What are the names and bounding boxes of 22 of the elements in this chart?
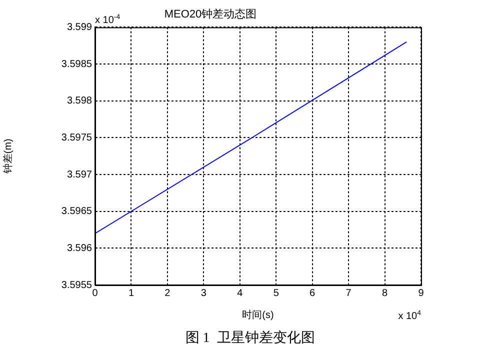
x-tick-label: 5 [273, 288, 280, 299]
caption: 图 1 卫星钟差变化图 [185, 330, 315, 346]
x-tick-label: 7 [346, 288, 352, 299]
y-axis-title: 钟差(m) [2, 138, 14, 175]
y-tick-label: 3.597 [66, 169, 92, 180]
y-tick-label: 3.599 [66, 22, 92, 33]
y-tick-label: 3.5955 [61, 280, 92, 291]
x-tick-label: 3 [200, 288, 207, 299]
y-tick-label: 3.5975 [61, 132, 92, 144]
y-tick-label: 3.598 [66, 96, 92, 107]
y-tick-label: 3.5985 [61, 58, 92, 70]
x-tick-label: 9 [418, 288, 424, 299]
x-tick-label: 6 [310, 288, 316, 299]
x-tick-label: 8 [382, 288, 388, 299]
x-tick-label: 4 [237, 288, 244, 299]
x-tick-label: 2 [164, 288, 171, 299]
y-tick-label: 3.596 [66, 242, 92, 254]
chart-title: MEO20钟差动态图 [164, 8, 257, 21]
x-axis-title: 时间(s) [242, 308, 274, 321]
x-tick-label: 0 [92, 288, 98, 299]
x-tick-label: 1 [128, 288, 134, 299]
y-tick-label: 3.5965 [61, 206, 92, 218]
